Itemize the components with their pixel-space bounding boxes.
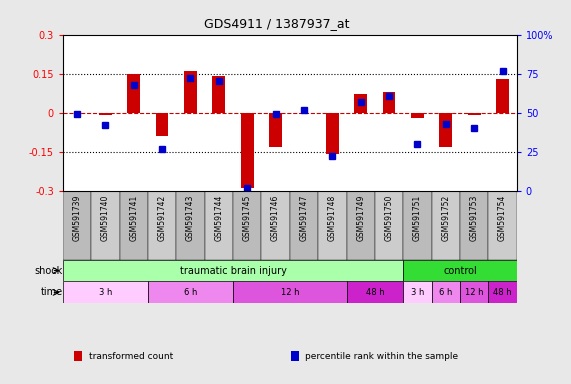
Text: GSM591739: GSM591739 bbox=[73, 194, 82, 241]
Text: GSM591754: GSM591754 bbox=[498, 194, 507, 241]
Bar bbox=[63, 191, 91, 260]
Text: GSM591744: GSM591744 bbox=[214, 194, 223, 241]
Text: GSM591742: GSM591742 bbox=[158, 194, 167, 240]
Text: control: control bbox=[443, 266, 477, 276]
Bar bbox=[411, 113, 424, 118]
Text: 6 h: 6 h bbox=[184, 288, 197, 297]
Text: GSM591750: GSM591750 bbox=[385, 194, 393, 241]
Text: 48 h: 48 h bbox=[493, 288, 512, 297]
Text: GSM591748: GSM591748 bbox=[328, 194, 337, 240]
Bar bbox=[233, 191, 262, 260]
Bar bbox=[403, 281, 432, 303]
Text: GSM591743: GSM591743 bbox=[186, 194, 195, 241]
Bar bbox=[176, 191, 204, 260]
Text: GDS4911 / 1387937_at: GDS4911 / 1387937_at bbox=[204, 17, 349, 30]
Bar bbox=[204, 191, 233, 260]
Bar bbox=[212, 76, 225, 113]
Bar bbox=[403, 260, 517, 281]
Text: 3 h: 3 h bbox=[411, 288, 424, 297]
Text: time: time bbox=[41, 287, 63, 298]
Bar bbox=[403, 191, 432, 260]
Text: GSM591749: GSM591749 bbox=[356, 194, 365, 241]
Text: traumatic brain injury: traumatic brain injury bbox=[180, 266, 287, 276]
Text: 12 h: 12 h bbox=[280, 288, 299, 297]
Bar bbox=[262, 191, 289, 260]
Text: 3 h: 3 h bbox=[99, 288, 112, 297]
Bar bbox=[375, 191, 403, 260]
Bar bbox=[184, 71, 197, 113]
Text: shock: shock bbox=[35, 266, 63, 276]
Bar bbox=[290, 191, 318, 260]
Bar bbox=[119, 191, 148, 260]
Bar bbox=[488, 191, 517, 260]
Text: 12 h: 12 h bbox=[465, 288, 484, 297]
Text: GSM591752: GSM591752 bbox=[441, 194, 451, 240]
Text: 48 h: 48 h bbox=[365, 288, 384, 297]
Bar bbox=[468, 113, 481, 115]
Bar bbox=[440, 113, 452, 147]
Bar bbox=[326, 113, 339, 154]
Text: GSM591747: GSM591747 bbox=[299, 194, 308, 241]
Bar bbox=[269, 113, 282, 147]
Bar bbox=[383, 92, 396, 113]
Text: transformed count: transformed count bbox=[89, 352, 173, 361]
Text: GSM591753: GSM591753 bbox=[470, 194, 478, 241]
Text: 6 h: 6 h bbox=[439, 288, 452, 297]
Bar bbox=[156, 113, 168, 136]
Bar bbox=[460, 281, 488, 303]
Bar bbox=[63, 260, 403, 281]
Bar bbox=[432, 281, 460, 303]
Bar bbox=[347, 281, 403, 303]
Bar bbox=[241, 113, 254, 188]
Bar bbox=[347, 191, 375, 260]
Bar bbox=[148, 191, 176, 260]
Bar bbox=[99, 113, 112, 115]
Text: GSM591740: GSM591740 bbox=[101, 194, 110, 241]
Bar bbox=[488, 281, 517, 303]
Bar bbox=[355, 94, 367, 113]
Text: GSM591746: GSM591746 bbox=[271, 194, 280, 241]
Bar bbox=[318, 191, 347, 260]
Text: percentile rank within the sample: percentile rank within the sample bbox=[305, 352, 459, 361]
Bar bbox=[432, 191, 460, 260]
Text: GSM591751: GSM591751 bbox=[413, 194, 422, 240]
Bar bbox=[460, 191, 488, 260]
Text: GSM591741: GSM591741 bbox=[129, 194, 138, 240]
Bar bbox=[496, 79, 509, 113]
Bar bbox=[127, 74, 140, 113]
Text: GSM591745: GSM591745 bbox=[243, 194, 252, 241]
Bar bbox=[233, 281, 347, 303]
Bar bbox=[91, 191, 119, 260]
Bar bbox=[148, 281, 233, 303]
Bar bbox=[63, 281, 148, 303]
